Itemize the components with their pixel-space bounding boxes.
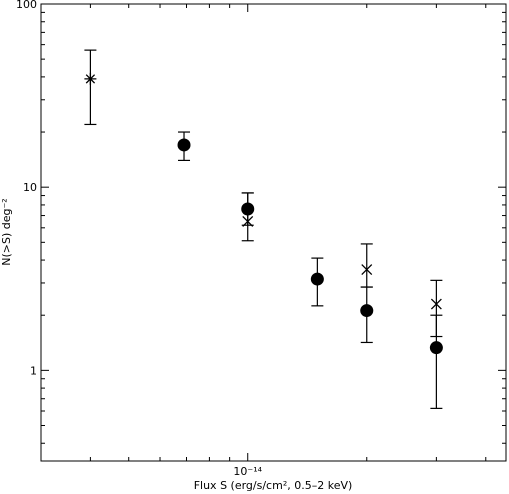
data-point-circle [310, 272, 324, 286]
y-tick-label: 100 [16, 0, 37, 11]
data-point-circle [429, 341, 443, 355]
data-point-circle [241, 202, 255, 216]
data-markers [84, 72, 443, 355]
error-bars [84, 49, 443, 409]
data-point-circle [360, 304, 374, 318]
x-tick-label: 10⁻¹⁴ [233, 465, 262, 478]
data-point-cross [242, 215, 254, 227]
data-point-cross [361, 264, 373, 276]
x-axis-label: Flux S (erg/s/cm², 0.5–2 keV) [194, 479, 353, 492]
plot-frame [40, 3, 507, 462]
axis-ticks: 1 10 100 10⁻¹⁴ [16, 0, 506, 478]
data-point-asterisk [84, 72, 97, 85]
y-tick-label: 1 [30, 364, 37, 377]
y-tick-label: 10 [23, 181, 37, 194]
data-point-circle [177, 138, 191, 152]
data-point-cross [430, 298, 442, 310]
y-axis-label: N(>S) deg⁻² [0, 198, 13, 265]
